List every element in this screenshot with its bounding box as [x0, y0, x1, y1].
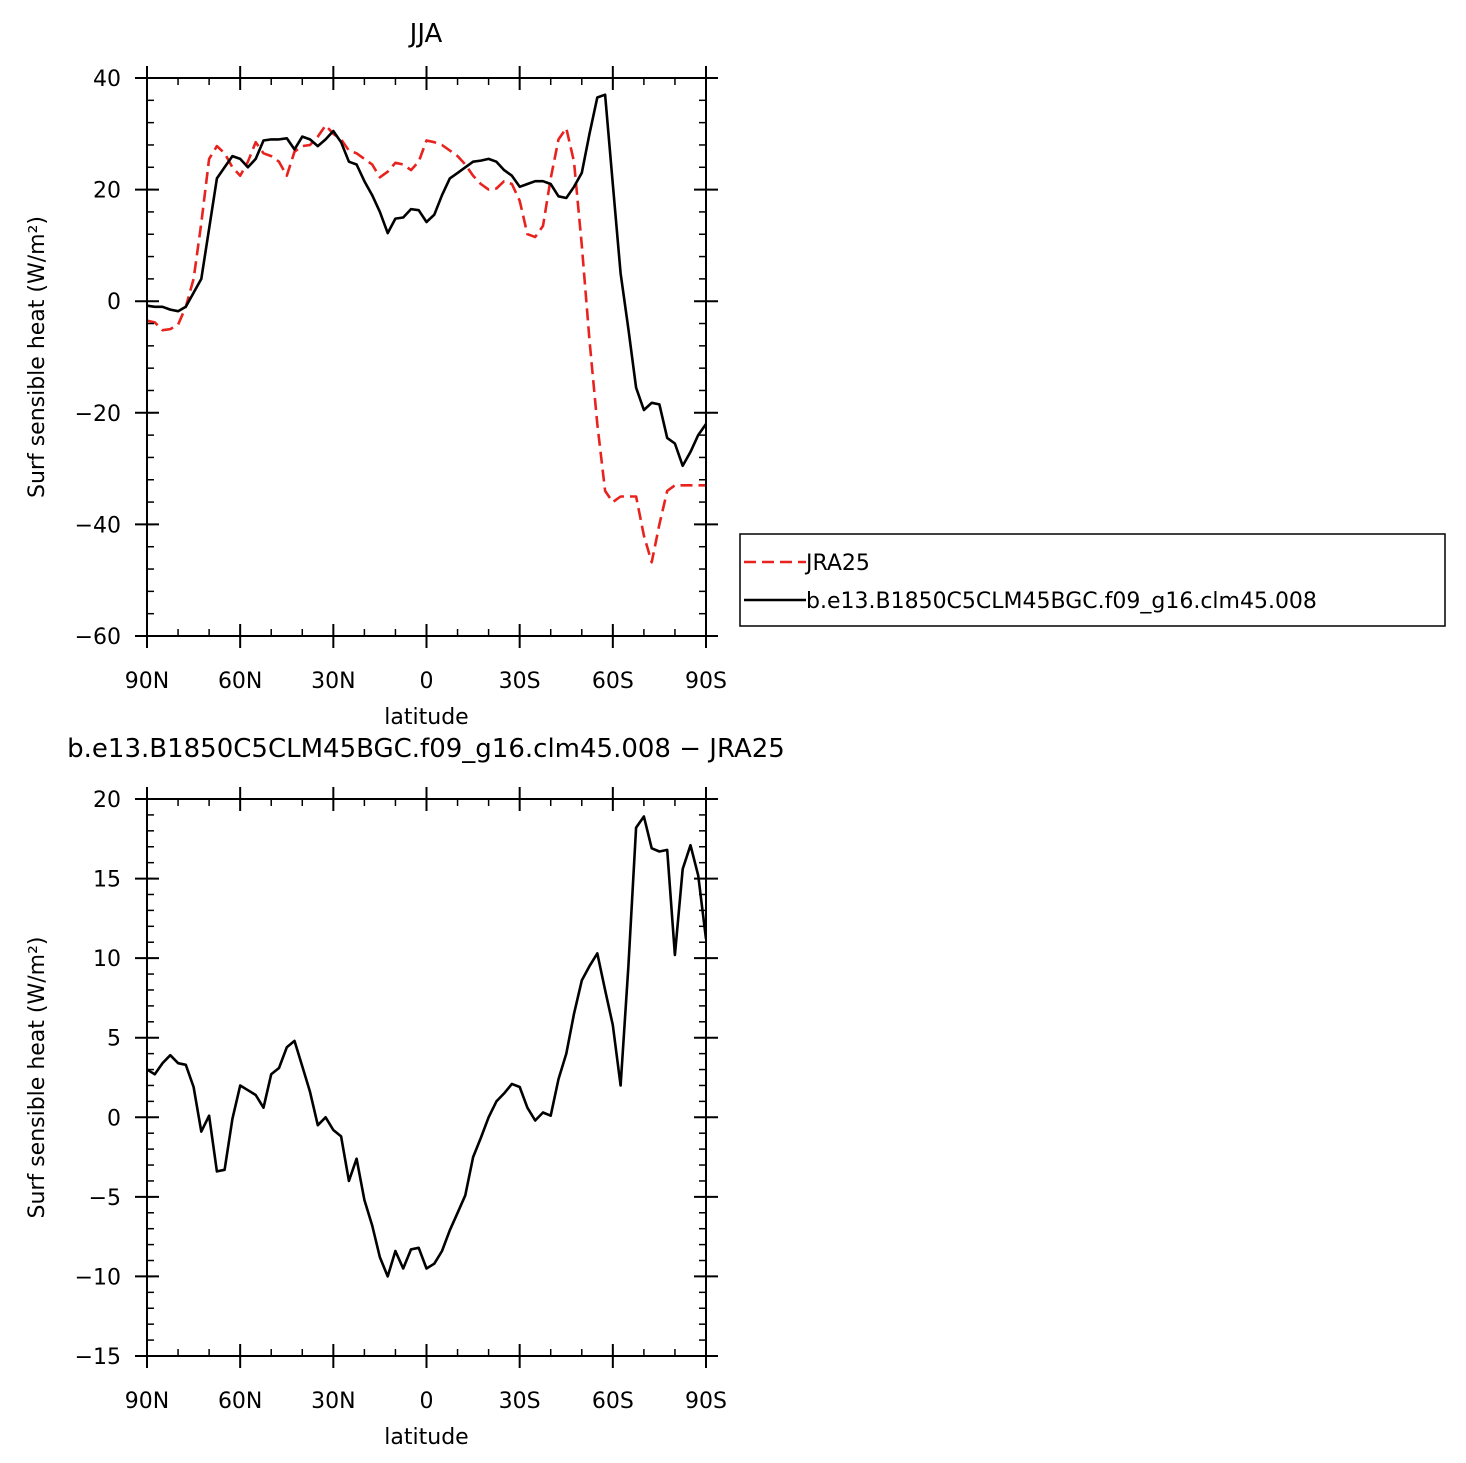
y-tick-label: −60 [75, 625, 121, 650]
x-tick-label: 90S [685, 1389, 727, 1414]
series-line-1 [147, 815, 706, 1278]
y-tick-label: −15 [75, 1345, 121, 1370]
x-tick-label: 30S [499, 669, 541, 694]
series-line-2 [147, 93, 706, 468]
x-tick-label: 0 [420, 669, 434, 694]
legend-label-1: JRA25 [804, 551, 870, 576]
x-tick-label: 30S [499, 1389, 541, 1414]
series-line-1 [147, 124, 706, 564]
x-tick-label: 90N [125, 1389, 169, 1414]
y-axis-title: Surf sensible heat (W/m²) [25, 216, 50, 498]
chart-panel-2: b.e13.B1850C5CLM45BGC.f09_g16.clm45.008 … [25, 734, 785, 1450]
y-tick-label: 10 [93, 947, 121, 972]
x-tick-label: 60N [218, 1389, 262, 1414]
x-tick-label: 30N [311, 669, 355, 694]
x-tick-label: 60S [592, 1389, 634, 1414]
y-tick-label: 5 [107, 1027, 121, 1052]
y-tick-label: 20 [93, 179, 121, 204]
y-axis-title: Surf sensible heat (W/m²) [25, 937, 50, 1219]
y-tick-label: 40 [93, 67, 121, 92]
y-tick-label: 0 [107, 290, 121, 315]
x-tick-label: 90S [685, 669, 727, 694]
legend-label-2: b.e13.B1850C5CLM45BGC.f09_g16.clm45.008 [806, 589, 1317, 614]
x-tick-label: 90N [125, 669, 169, 694]
plot-title: b.e13.B1850C5CLM45BGC.f09_g16.clm45.008 … [67, 734, 785, 764]
y-tick-label: 15 [93, 868, 121, 893]
y-tick-label: 20 [93, 788, 121, 813]
legend-box [739, 533, 1446, 627]
y-tick-label: −10 [75, 1265, 121, 1290]
legend: JRA25 b.e13.B1850C5CLM45BGC.f09_g16.clm45… [739, 533, 1446, 627]
x-tick-label: 60N [218, 669, 262, 694]
x-tick-label: 60S [592, 669, 634, 694]
y-tick-label: −20 [75, 402, 121, 427]
x-tick-label: 0 [420, 1389, 434, 1414]
x-axis-title: latitude [384, 1425, 468, 1450]
y-tick-label: −5 [89, 1186, 121, 1211]
y-tick-label: −40 [75, 513, 121, 538]
x-tick-label: 30N [311, 1389, 355, 1414]
x-axis-title: latitude [384, 705, 468, 730]
plot-area [147, 815, 706, 1278]
y-tick-label: 0 [107, 1106, 121, 1131]
plot-frame [146, 77, 707, 637]
plot-area [147, 93, 706, 564]
plot-title: JJA [408, 19, 443, 49]
chart-panel-1: JJA −60 −40 −20 0 20 40 90N 60N 30N 0 30S 60S 90S lati… [25, 19, 1446, 730]
